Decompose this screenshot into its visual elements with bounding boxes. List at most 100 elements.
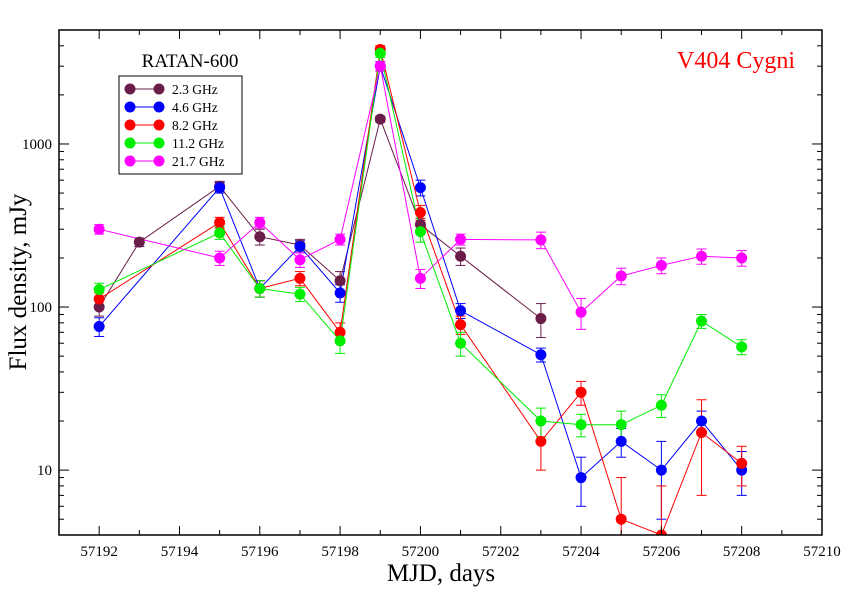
series-line-21-7-ghz [99, 66, 742, 313]
x-tick-label: 57200 [402, 544, 440, 560]
x-tick-label: 57194 [161, 544, 199, 560]
legend-marker [153, 155, 165, 167]
data-point-21-7-ghz [575, 306, 587, 318]
legend-label: 21.7 GHz [172, 154, 225, 169]
legend: 2.3 GHz 4.6 GHz 8.2 GHz 11.2 GHz 21.7 GHz [118, 75, 243, 175]
data-point-21-7-ghz [736, 252, 748, 264]
data-point-8-2-ghz [455, 319, 467, 331]
data-point-4-6-ghz [575, 472, 587, 484]
series-line-8-2-ghz [98, 49, 743, 535]
data-point-8-2-ghz [575, 386, 587, 398]
data-point-8-2-ghz [615, 513, 627, 525]
data-point-21-7-ghz [455, 233, 467, 245]
data-point-2-3-ghz [133, 236, 145, 248]
x-tick-label: 57196 [241, 544, 279, 560]
legend-marker [153, 137, 165, 149]
data-point-8-2-ghz [414, 207, 426, 219]
data-point-21-7-ghz [615, 270, 627, 282]
series-line-4-6-ghz [98, 66, 743, 479]
data-point-4-6-ghz [615, 435, 627, 447]
data-point-21-7-ghz [254, 216, 266, 228]
legend-label: 2.3 GHz [172, 82, 218, 97]
data-point-8-2-ghz [535, 435, 547, 447]
data-point-11-2-ghz [696, 315, 708, 327]
data-point-21-7-ghz [374, 60, 386, 72]
legend-label: 4.6 GHz [172, 100, 218, 115]
data-point-21-7-ghz [655, 259, 667, 271]
data-point-11-2-ghz [214, 227, 226, 239]
legend-entry-4-6-ghz: 4.6 GHz [124, 100, 218, 115]
chart-subtitle: RATAN-600 [142, 51, 239, 72]
series-line-11-2-ghz [98, 53, 742, 426]
data-point-4-6-ghz [294, 241, 306, 253]
legend-entry-21-7-ghz: 21.7 GHz [124, 154, 225, 169]
data-point-4-6-ghz [696, 415, 708, 427]
legend-marker [153, 83, 165, 95]
legend-marker [124, 119, 136, 131]
legend-marker [153, 101, 165, 113]
y-tick-label: 10 [37, 463, 52, 479]
legend-label: 11.2 GHz [172, 136, 224, 151]
data-point-8-2-ghz [294, 272, 306, 284]
data-point-8-2-ghz [334, 326, 346, 338]
data-point-4-6-ghz [535, 349, 547, 361]
y-tick-label: 1000 [22, 137, 52, 153]
data-point-4-6-ghz [334, 287, 346, 299]
data-point-11-2-ghz [334, 335, 346, 347]
legend-entry-2-3-ghz: 2.3 GHz [124, 82, 218, 97]
data-point-21-7-ghz [696, 250, 708, 262]
data-point-11-2-ghz [615, 419, 627, 431]
data-point-11-2-ghz [414, 226, 426, 238]
data-point-8-2-ghz [93, 293, 105, 305]
series-points [93, 43, 748, 535]
legend-marker [124, 101, 136, 113]
data-point-11-2-ghz [374, 47, 386, 59]
data-point-21-7-ghz [294, 254, 306, 266]
axes: 57192 57194 57196 57198 57200 57202 57204 57206… [22, 29, 841, 560]
x-tick-label: 57206 [643, 544, 681, 560]
data-point-4-6-ghz [414, 182, 426, 194]
data-point-21-7-ghz [535, 234, 547, 246]
data-point-11-2-ghz [93, 284, 105, 296]
legend-marker [153, 119, 165, 131]
data-point-11-2-ghz [294, 288, 306, 300]
data-point-2-3-ghz [254, 231, 266, 243]
series-lines [98, 49, 743, 535]
data-point-2-3-ghz [535, 313, 547, 325]
x-tick-label: 57210 [803, 544, 841, 560]
x-tick-label: 57198 [321, 544, 359, 560]
data-point-11-2-ghz [535, 415, 547, 427]
data-point-11-2-ghz [254, 282, 266, 294]
x-tick-label: 57204 [562, 544, 600, 560]
data-point-4-6-ghz [93, 320, 105, 332]
data-point-11-2-ghz [655, 399, 667, 411]
legend-marker [124, 83, 136, 95]
data-point-21-7-ghz [214, 252, 226, 264]
data-point-8-2-ghz [214, 216, 226, 228]
data-point-8-2-ghz [696, 427, 708, 439]
legend-label: 8.2 GHz [172, 118, 218, 133]
data-point-21-7-ghz [414, 272, 426, 284]
data-point-2-3-ghz [93, 301, 105, 313]
data-point-21-7-ghz [334, 233, 346, 245]
data-point-8-2-ghz [736, 457, 748, 469]
data-point-21-7-ghz [93, 223, 105, 235]
data-point-2-3-ghz [334, 275, 346, 287]
x-axis-label: MJD, days [387, 560, 495, 587]
x-tick-label: 57202 [482, 544, 520, 560]
legend-entry-8-2-ghz: 8.2 GHz [124, 118, 218, 133]
legend-marker [124, 155, 136, 167]
plot-frame [58, 29, 823, 536]
data-point-11-2-ghz [736, 341, 748, 353]
data-point-2-3-ghz [455, 250, 467, 262]
data-point-11-2-ghz [575, 419, 587, 431]
legend-marker [124, 137, 136, 149]
series-line-2-3-ghz [98, 117, 542, 319]
y-axis-label: Flux density, mJy [5, 193, 32, 370]
data-point-11-2-ghz [455, 337, 467, 349]
x-tick-label: 57208 [723, 544, 761, 560]
data-point-2-3-ghz [374, 113, 386, 125]
chart-title: V404 Cygni [677, 48, 795, 74]
data-point-4-6-ghz [655, 464, 667, 476]
